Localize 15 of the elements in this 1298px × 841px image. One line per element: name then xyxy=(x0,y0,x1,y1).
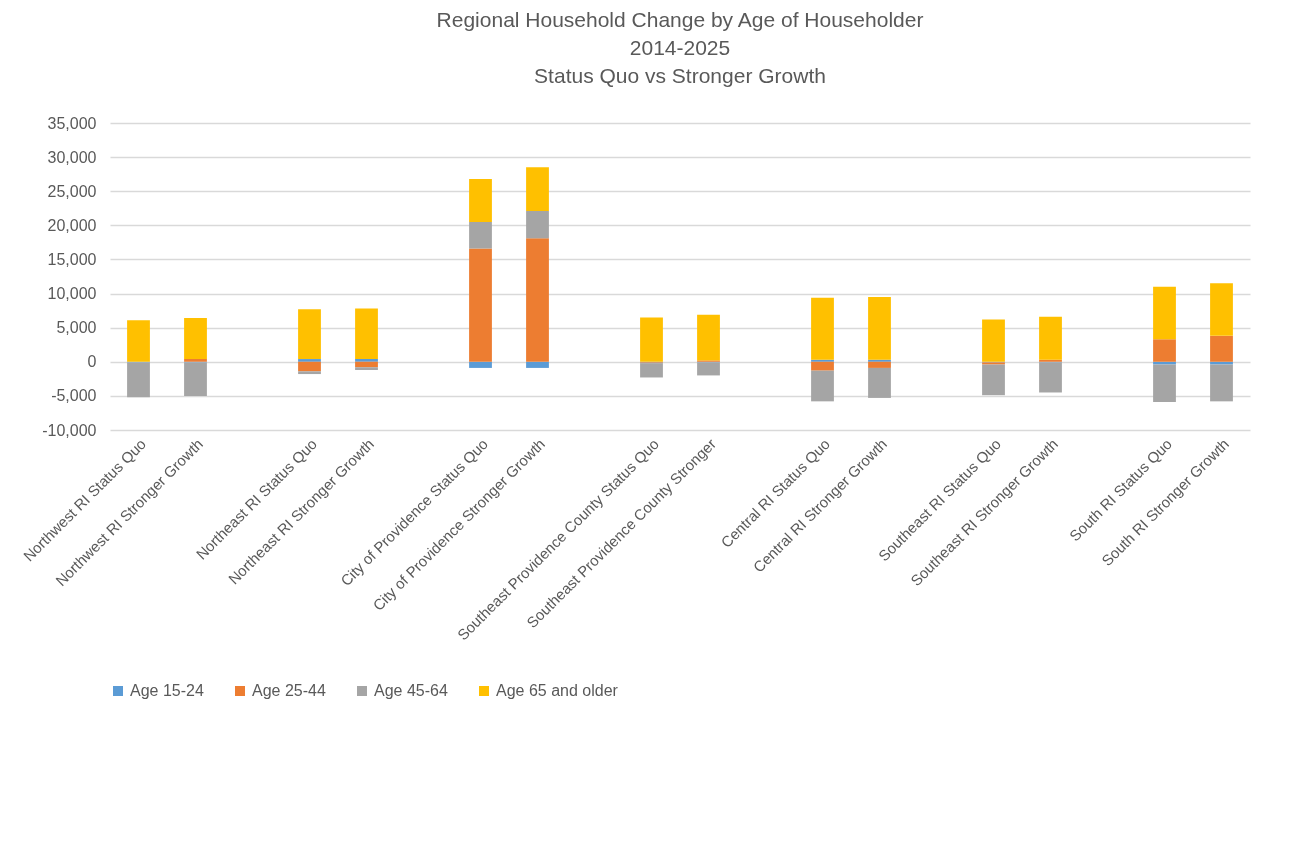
y-tick-label: -10,000 xyxy=(42,421,97,439)
legend-label: Age 25-44 xyxy=(252,682,326,699)
y-tick-label: 5,000 xyxy=(56,319,97,337)
chart-title: Regional Household Change by Age of Householder 2014-2025 Status Quo vs Stronger Growth xyxy=(436,8,924,87)
y-tick-label: 10,000 xyxy=(47,285,97,303)
y-tick-label: 30,000 xyxy=(47,148,97,166)
y-tick-label: 0 xyxy=(87,353,97,371)
y-tick-label: 25,000 xyxy=(47,182,97,200)
legend-label: Age 45-64 xyxy=(374,682,448,699)
legend-label: Age 15-24 xyxy=(130,682,204,699)
y-tick-label: -5,000 xyxy=(51,387,97,405)
y-tick-label: 20,000 xyxy=(47,216,97,234)
y-tick-label: 35,000 xyxy=(47,114,97,132)
legend-label: Age 65 and older xyxy=(496,682,619,699)
y-tick-label: 15,000 xyxy=(47,250,97,268)
